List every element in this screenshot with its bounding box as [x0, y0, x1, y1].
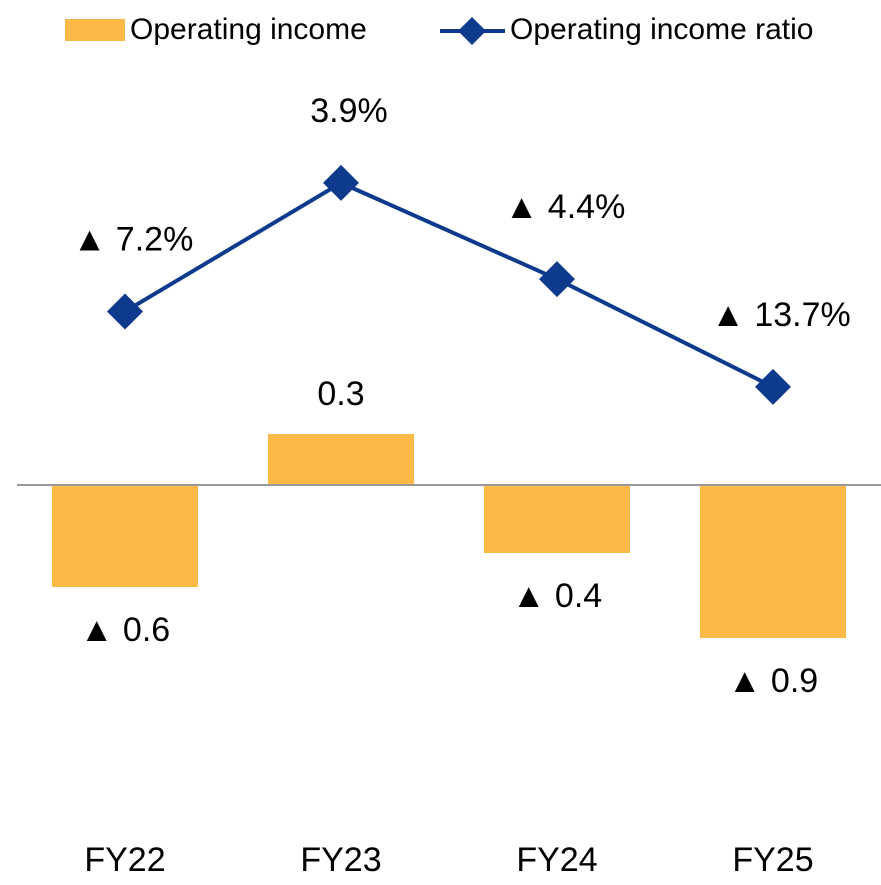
bar [268, 434, 414, 485]
marker [539, 261, 575, 298]
data-label: 3.9% [310, 92, 388, 130]
data-label: ▲ 7.2% [73, 221, 194, 259]
bar [52, 485, 198, 587]
legend-marker [458, 17, 486, 45]
x-tick-label: FY25 [732, 841, 813, 879]
bar [484, 485, 630, 553]
data-label: 0.3 [317, 375, 364, 413]
marker [107, 293, 143, 330]
data-label: ▲ 0.6 [80, 611, 170, 649]
legend-swatch [65, 19, 125, 41]
legend-label: Operating income ratio [510, 13, 814, 46]
marker [323, 164, 359, 201]
data-label: ▲ 4.4% [505, 188, 626, 226]
data-label: ▲ 0.9 [728, 662, 818, 700]
x-tick-label: FY22 [84, 841, 165, 879]
data-label: ▲ 0.4 [512, 577, 602, 615]
marker [755, 368, 791, 405]
data-label: ▲ 13.7% [711, 296, 851, 334]
legend-label: Operating income [130, 13, 367, 46]
x-tick-label: FY23 [300, 841, 381, 879]
bar [700, 485, 846, 638]
line [123, 180, 774, 389]
x-tick-label: FY24 [516, 841, 597, 879]
